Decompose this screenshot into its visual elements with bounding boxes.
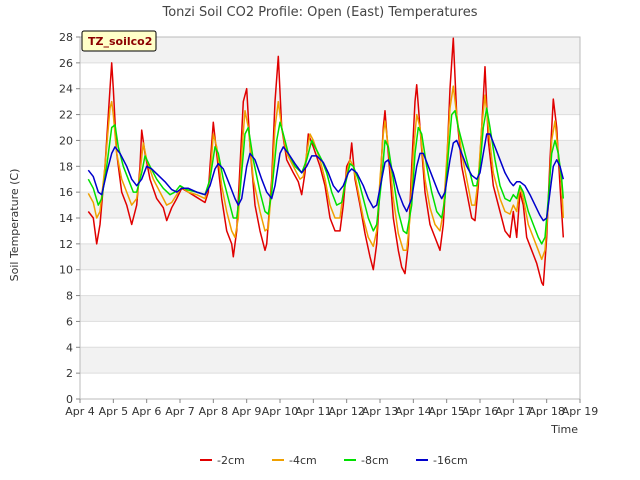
x-tick-label: Apr 9 bbox=[232, 405, 262, 418]
y-tick-label: 4 bbox=[66, 341, 73, 354]
x-tick-label: Apr 4 bbox=[65, 405, 95, 418]
legend-label: -16cm bbox=[433, 454, 468, 467]
y-tick-label: 2 bbox=[66, 367, 73, 380]
legend-label: -4cm bbox=[289, 454, 317, 467]
plot-band bbox=[80, 88, 580, 115]
x-tick-label: Apr 13 bbox=[362, 405, 399, 418]
badge: TZ_soilco2 bbox=[81, 30, 157, 52]
plot-band bbox=[80, 37, 580, 63]
x-axis-label: Time bbox=[550, 423, 578, 436]
x-tick-label: Apr 16 bbox=[462, 405, 499, 418]
y-tick-label: 24 bbox=[59, 83, 73, 96]
y-tick-label: 12 bbox=[59, 238, 73, 251]
y-tick-label: 0 bbox=[66, 393, 73, 406]
x-tick-label: Apr 17 bbox=[495, 405, 532, 418]
badge-box bbox=[81, 30, 157, 52]
y-tick-label: 22 bbox=[59, 109, 73, 122]
x-tick-label: Apr 7 bbox=[165, 405, 195, 418]
y-tick-label: 26 bbox=[59, 57, 73, 70]
badge-label: TZ_soilco2 bbox=[88, 35, 152, 48]
y-tick-label: 28 bbox=[59, 31, 73, 44]
x-tick-label: Apr 10 bbox=[262, 405, 299, 418]
x-tick-label: Apr 11 bbox=[295, 405, 332, 418]
plot-band bbox=[80, 243, 580, 270]
x-tick-label: Apr 15 bbox=[428, 405, 465, 418]
plot-band bbox=[80, 295, 580, 322]
x-tick-label: Apr 6 bbox=[132, 405, 162, 418]
y-tick-label: 20 bbox=[59, 134, 73, 147]
y-tick-label: 18 bbox=[59, 160, 73, 173]
legend-label: -2cm bbox=[217, 454, 245, 467]
y-tick-label: 8 bbox=[66, 290, 73, 303]
x-tick-label: Apr 19 bbox=[562, 405, 599, 418]
series-line-8cm bbox=[87, 107, 565, 245]
legend: -2cm -4cm -8cm -16cm bbox=[200, 454, 468, 467]
x-axis-ticks: Apr 4 Apr 5 Apr 6 Apr 7 Apr 8 Apr 9 Apr 10Apr … bbox=[65, 399, 598, 418]
y-tick-label: 6 bbox=[66, 315, 73, 328]
series-line-2cm bbox=[87, 37, 565, 286]
x-tick-label: Apr 12 bbox=[328, 405, 365, 418]
x-tick-label: Apr 18 bbox=[528, 405, 565, 418]
plot-band bbox=[80, 347, 580, 374]
y-tick-label: 10 bbox=[59, 264, 73, 277]
y-axis-label: Soil Temperature (C) bbox=[8, 169, 21, 282]
y-tick-label: 16 bbox=[59, 186, 73, 199]
series-line-16cm bbox=[87, 133, 565, 222]
plot-band bbox=[80, 140, 580, 167]
y-tick-label: 14 bbox=[59, 212, 73, 225]
x-tick-label: Apr 5 bbox=[99, 405, 129, 418]
series-lines bbox=[87, 37, 565, 286]
x-tick-label: Apr 8 bbox=[199, 405, 229, 418]
x-tick-label: Apr 14 bbox=[395, 405, 432, 418]
legend-label: -8cm bbox=[361, 454, 389, 467]
chart-title: Tonzi Soil CO2 Profile: Open (East) Temp… bbox=[161, 5, 477, 20]
